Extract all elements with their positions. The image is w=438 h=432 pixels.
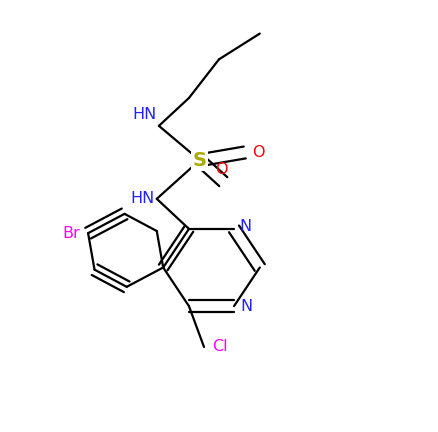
Text: O: O (252, 145, 265, 160)
Text: Cl: Cl (212, 340, 227, 354)
Text: Br: Br (63, 226, 80, 241)
Text: HN: HN (131, 191, 155, 206)
Text: O: O (215, 162, 227, 177)
Text: HN: HN (133, 108, 157, 122)
Text: N: N (239, 219, 251, 234)
Text: N: N (240, 299, 253, 314)
Text: S: S (193, 151, 207, 170)
